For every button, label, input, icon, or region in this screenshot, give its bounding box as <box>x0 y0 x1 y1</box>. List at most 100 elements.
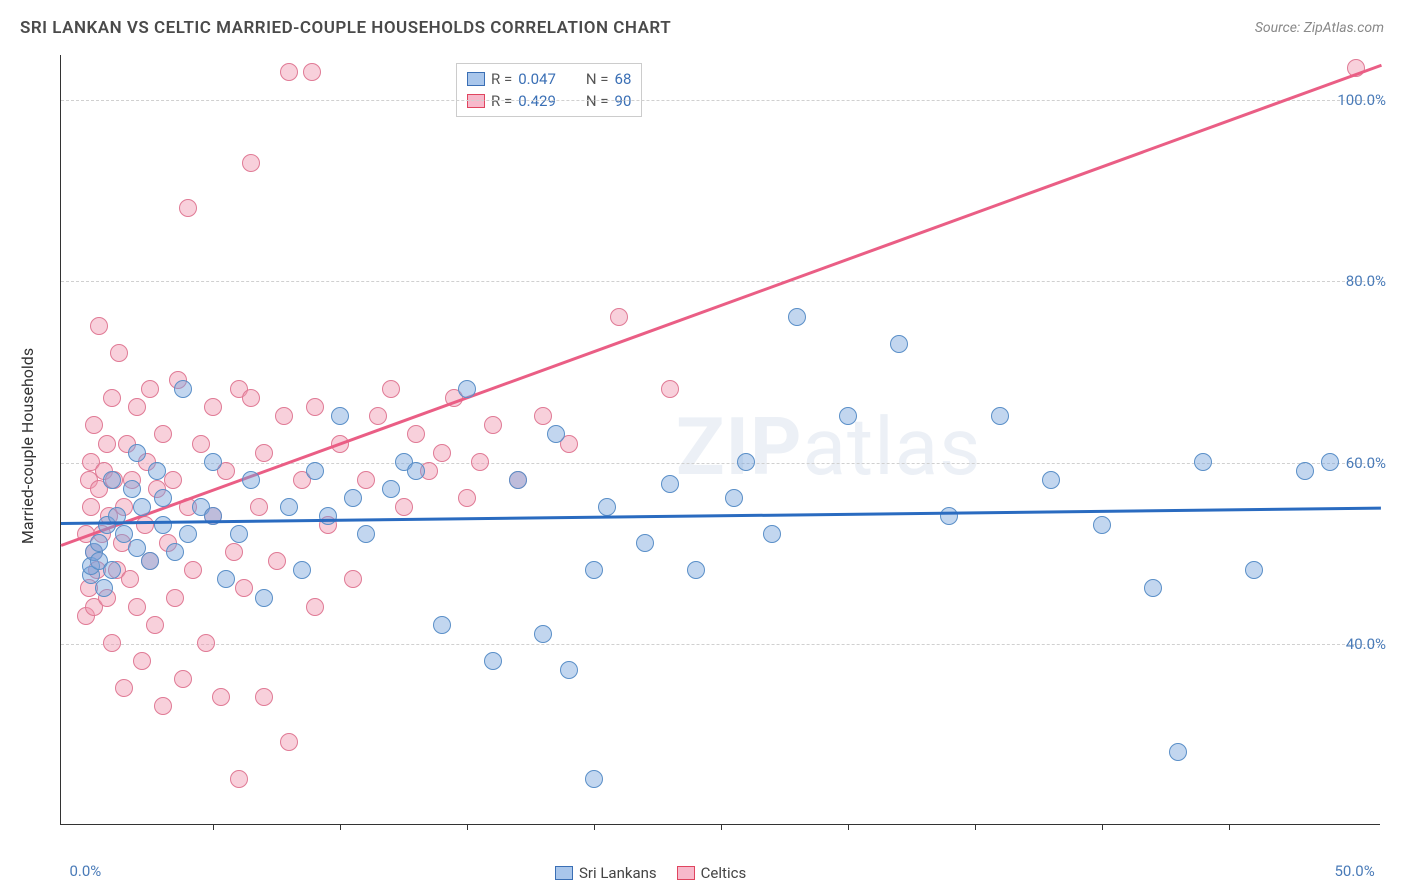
data-point <box>148 462 166 480</box>
data-point <box>547 425 565 443</box>
data-point <box>141 380 159 398</box>
data-point <box>275 407 293 425</box>
data-point <box>128 598 146 616</box>
data-point <box>95 579 113 597</box>
y-axis-label: Married-couple Households <box>18 348 37 544</box>
data-point <box>280 498 298 516</box>
gridline <box>61 463 1380 464</box>
legend-item: Sri Lankans <box>555 864 657 882</box>
x-minor-tick <box>1229 824 1230 830</box>
data-point <box>154 516 172 534</box>
data-point <box>110 344 128 362</box>
data-point <box>293 561 311 579</box>
watermark-bold: ZIP <box>676 400 803 494</box>
data-point <box>242 389 260 407</box>
data-point <box>255 688 273 706</box>
data-point <box>90 317 108 335</box>
legend-n-value: 68 <box>615 68 632 90</box>
x-minor-tick <box>848 824 849 830</box>
data-point <box>230 770 248 788</box>
data-point <box>687 561 705 579</box>
data-point <box>306 398 324 416</box>
data-point <box>90 534 108 552</box>
data-point <box>280 733 298 751</box>
data-point <box>197 634 215 652</box>
data-point <box>136 516 154 534</box>
data-point <box>146 616 164 634</box>
data-point <box>103 561 121 579</box>
chart-container: SRI LANKAN VS CELTIC MARRIED-COUPLE HOUS… <box>0 0 1406 892</box>
data-point <box>1093 516 1111 534</box>
data-point <box>344 570 362 588</box>
series-legend: Sri LankansCeltics <box>555 864 746 882</box>
data-point <box>103 471 121 489</box>
legend-n-label: N = <box>586 68 609 90</box>
data-point <box>357 471 375 489</box>
y-tick-label: 60.0% <box>1346 454 1386 472</box>
data-point <box>235 579 253 597</box>
data-point <box>217 570 235 588</box>
source-attribution: Source: ZipAtlas.com <box>1255 20 1384 36</box>
data-point <box>306 598 324 616</box>
data-point <box>82 498 100 516</box>
data-point <box>610 308 628 326</box>
data-point <box>133 652 151 670</box>
data-point <box>242 471 260 489</box>
data-point <box>123 480 141 498</box>
data-point <box>242 154 260 172</box>
x-minor-tick <box>340 824 341 830</box>
y-tick-label: 80.0% <box>1346 272 1386 290</box>
data-point <box>484 416 502 434</box>
data-point <box>890 335 908 353</box>
data-point <box>268 552 286 570</box>
data-point <box>303 63 321 81</box>
data-point <box>164 471 182 489</box>
data-point <box>166 589 184 607</box>
data-point <box>433 616 451 634</box>
y-tick-label: 100.0% <box>1337 91 1386 109</box>
data-point <box>250 498 268 516</box>
legend-label: Sri Lankans <box>579 864 657 882</box>
data-point <box>458 380 476 398</box>
data-point <box>534 407 552 425</box>
legend-r-value: 0.047 <box>518 68 556 90</box>
x-minor-tick <box>467 824 468 830</box>
data-point <box>166 543 184 561</box>
data-point <box>103 389 121 407</box>
data-point <box>179 199 197 217</box>
data-point <box>255 589 273 607</box>
gridline <box>61 644 1380 645</box>
data-point <box>763 525 781 543</box>
x-tick-label: 50.0% <box>1334 862 1374 880</box>
legend-swatch <box>677 866 695 880</box>
data-point <box>357 525 375 543</box>
y-tick-label: 40.0% <box>1346 635 1386 653</box>
data-point <box>174 380 192 398</box>
data-point <box>280 63 298 81</box>
data-point <box>395 498 413 516</box>
data-point <box>636 534 654 552</box>
data-point <box>509 471 527 489</box>
data-point <box>1144 579 1162 597</box>
data-point <box>192 435 210 453</box>
data-point <box>433 444 451 462</box>
data-point <box>1169 743 1187 761</box>
data-point <box>204 453 222 471</box>
data-point <box>661 475 679 493</box>
data-point <box>991 407 1009 425</box>
data-point <box>534 625 552 643</box>
data-point <box>115 679 133 697</box>
data-point <box>133 498 151 516</box>
data-point <box>484 652 502 670</box>
data-point <box>598 498 616 516</box>
data-point <box>1296 462 1314 480</box>
data-point <box>98 435 116 453</box>
data-point <box>839 407 857 425</box>
data-point <box>154 425 172 443</box>
data-point <box>382 380 400 398</box>
gridline <box>61 100 1380 101</box>
data-point <box>737 453 755 471</box>
data-point <box>230 525 248 543</box>
legend-swatch <box>467 72 485 86</box>
data-point <box>940 507 958 525</box>
